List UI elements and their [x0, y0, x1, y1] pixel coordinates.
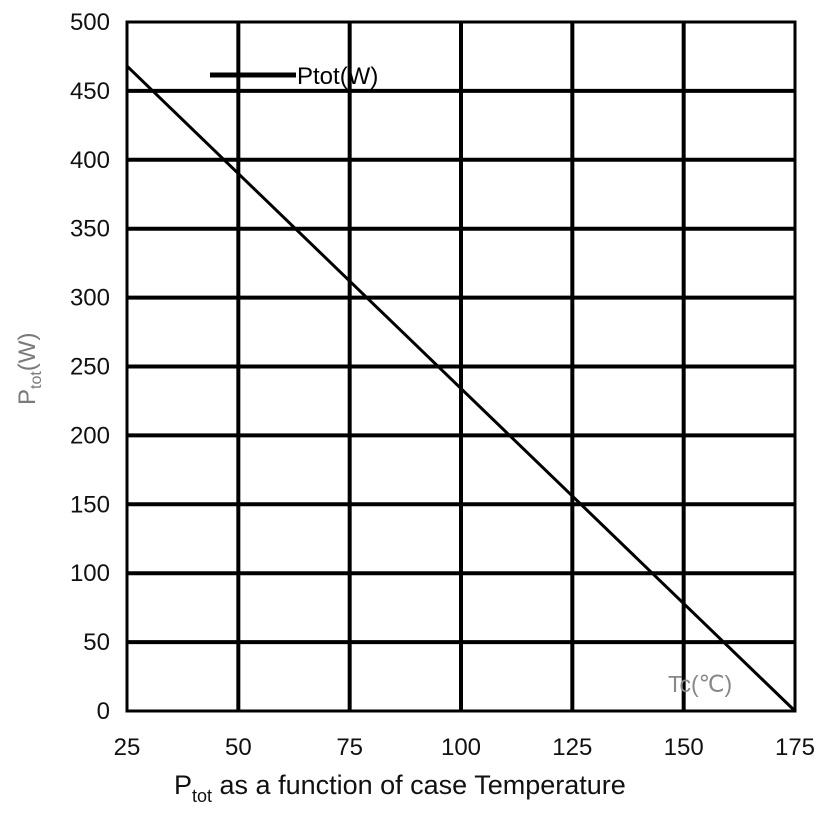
x-tick-label-175: 175 [775, 734, 815, 761]
y-tick-label-450: 450 [70, 78, 110, 105]
x-tick-label-50: 50 [225, 734, 252, 761]
series-line-0 [125, 65, 797, 713]
y-tick-label-200: 200 [70, 422, 110, 449]
y-tick-label-100: 100 [70, 560, 110, 587]
caption-main: P [174, 770, 192, 800]
x-tick-label-150: 150 [664, 734, 704, 761]
legend: Ptot(W) [210, 63, 378, 90]
y-axis-label: Ptot(W) [14, 333, 45, 405]
y-tick-label-150: 150 [70, 491, 110, 518]
grid [127, 22, 795, 711]
x-tick-label-100: 100 [441, 734, 481, 761]
series-layer [125, 65, 797, 713]
x-axis-unit-label: Tc(℃) [668, 671, 732, 697]
y-axis-label-main: P [14, 389, 41, 405]
y-tick-label-350: 350 [70, 216, 110, 243]
caption-rest: as a function of case Temperature [212, 770, 626, 800]
x-tick-labels: 25 50 75 100 125 150 175 [114, 734, 815, 761]
y-tick-label-500: 500 [70, 9, 110, 36]
caption-sub: tot [192, 786, 212, 806]
y-axis-label-sub: tot [28, 371, 45, 389]
chart-caption: Ptot as a function of case Temperature [174, 770, 626, 806]
plot-frame [125, 20, 797, 713]
legend-label: Ptot(W) [297, 63, 378, 90]
y-tick-label-250: 250 [70, 354, 110, 381]
x-tick-label-25: 25 [114, 734, 141, 761]
y-tick-label-400: 400 [70, 147, 110, 174]
y-axis-label-rest: (W) [14, 333, 41, 372]
y-tick-label-0: 0 [97, 698, 110, 725]
y-tick-labels: 0 50 100 150 200 250 300 350 400 450 500 [70, 9, 110, 725]
y-tick-label-300: 300 [70, 285, 110, 312]
y-tick-label-50: 50 [83, 629, 110, 656]
x-tick-label-125: 125 [552, 734, 592, 761]
x-tick-label-75: 75 [336, 734, 363, 761]
